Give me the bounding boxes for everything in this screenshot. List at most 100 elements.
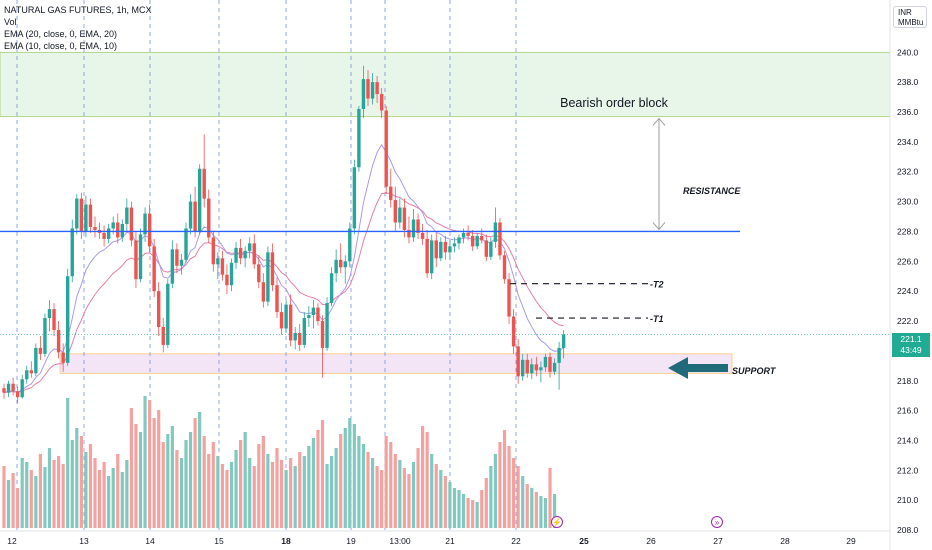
volume-bar bbox=[111, 468, 115, 528]
candle bbox=[348, 228, 352, 262]
candle bbox=[402, 207, 407, 230]
candle bbox=[207, 198, 211, 238]
candle bbox=[489, 241, 493, 257]
volume-bar bbox=[84, 452, 88, 528]
indicator-ema-20[interactable]: EMA (20, close, 0, EMA, 20) bbox=[4, 29, 118, 39]
ema-20-line bbox=[3, 192, 564, 394]
volume-bar bbox=[225, 470, 229, 528]
time-tick-label: 19 bbox=[346, 536, 356, 546]
candle bbox=[120, 223, 124, 238]
volume-bar bbox=[70, 440, 74, 528]
volume-bar bbox=[539, 496, 543, 528]
candle bbox=[184, 228, 188, 260]
volume-bar bbox=[434, 464, 438, 528]
candle bbox=[75, 198, 79, 229]
volume-bar bbox=[325, 464, 329, 528]
volume-layer bbox=[2, 396, 557, 528]
order-block-label: Bearish order block bbox=[560, 96, 668, 110]
volume-bar bbox=[279, 460, 284, 528]
volume-bar bbox=[380, 470, 384, 528]
candle bbox=[475, 235, 479, 247]
volume-bar bbox=[52, 460, 56, 528]
volume-bar bbox=[148, 400, 152, 528]
volume-bar bbox=[480, 490, 484, 528]
volume-bar bbox=[134, 424, 138, 528]
candle bbox=[384, 110, 388, 187]
volume-bar bbox=[361, 444, 366, 528]
candle bbox=[352, 167, 357, 229]
volume-bar bbox=[43, 467, 47, 528]
candle bbox=[502, 255, 507, 280]
volume-bar bbox=[120, 472, 124, 528]
forward-icon[interactable]: » bbox=[711, 516, 723, 528]
currency-unit-button[interactable]: INR MMBtu bbox=[893, 6, 927, 28]
candle bbox=[220, 258, 225, 275]
volume-bar bbox=[548, 468, 552, 528]
volume-bar bbox=[471, 500, 475, 528]
candle bbox=[470, 235, 475, 247]
price-tick-label: 240.0 bbox=[897, 47, 919, 57]
volume-bar bbox=[97, 470, 102, 528]
candle bbox=[279, 312, 284, 329]
candle bbox=[238, 247, 243, 259]
indicator-volume[interactable]: Vol bbox=[4, 17, 17, 27]
lightning-icon[interactable]: ⚡ bbox=[551, 516, 563, 528]
price-tick-label: 208.0 bbox=[897, 525, 919, 535]
price-tick-label: 238.0 bbox=[897, 77, 919, 87]
candle bbox=[56, 329, 61, 353]
symbol-title[interactable]: NATURAL GAS FUTURES, 1h, MCX bbox=[4, 5, 152, 15]
candle bbox=[52, 309, 56, 330]
time-tick-label: 13:00 bbox=[389, 536, 411, 546]
volume-bar bbox=[16, 488, 20, 528]
volume-bar bbox=[348, 418, 352, 528]
volume-bar bbox=[88, 444, 93, 528]
candle bbox=[484, 240, 488, 257]
volume-bar bbox=[289, 458, 293, 528]
candle bbox=[461, 232, 466, 238]
volume-bar bbox=[152, 418, 156, 528]
candle bbox=[416, 219, 420, 233]
volume-bar bbox=[375, 466, 379, 528]
volume-bar bbox=[166, 434, 170, 528]
candle bbox=[129, 207, 134, 241]
volume-bar bbox=[330, 456, 334, 528]
volume-bar bbox=[61, 464, 65, 528]
volume-bar bbox=[102, 462, 106, 528]
candle bbox=[243, 250, 247, 259]
candle bbox=[343, 261, 347, 268]
candle bbox=[93, 226, 97, 230]
candle bbox=[325, 303, 329, 348]
volume-bar bbox=[75, 428, 79, 528]
volume-bar bbox=[234, 450, 238, 528]
candle bbox=[511, 316, 516, 347]
candle bbox=[334, 259, 338, 274]
volume-bar bbox=[2, 466, 6, 528]
price-tick-label: 230.0 bbox=[897, 197, 919, 207]
indicator-ema-10[interactable]: EMA (10, close, 0, EMA, 10) bbox=[4, 41, 118, 51]
volume-bar bbox=[507, 446, 511, 528]
volume-bar bbox=[107, 476, 111, 528]
volume-bar bbox=[311, 438, 315, 528]
candle bbox=[170, 249, 175, 284]
time-tick-label: 18 bbox=[281, 536, 291, 546]
volume-bar bbox=[270, 462, 275, 528]
candle bbox=[234, 247, 238, 263]
candle bbox=[143, 213, 147, 235]
candle bbox=[225, 274, 229, 286]
candle bbox=[134, 240, 138, 280]
price-tick-label: 234.0 bbox=[897, 137, 919, 147]
volume-bar bbox=[334, 448, 338, 528]
support-label: SUPPORT bbox=[732, 366, 777, 376]
support-arrow bbox=[668, 357, 728, 379]
candle bbox=[439, 241, 443, 259]
time-tick-label: 27 bbox=[713, 536, 723, 546]
volume-bar bbox=[79, 436, 83, 528]
candle bbox=[407, 229, 411, 238]
volume-bar bbox=[216, 456, 220, 528]
price-tick-label: 216.0 bbox=[897, 406, 919, 416]
volume-bar bbox=[6, 480, 11, 528]
volume-bar bbox=[25, 462, 29, 528]
